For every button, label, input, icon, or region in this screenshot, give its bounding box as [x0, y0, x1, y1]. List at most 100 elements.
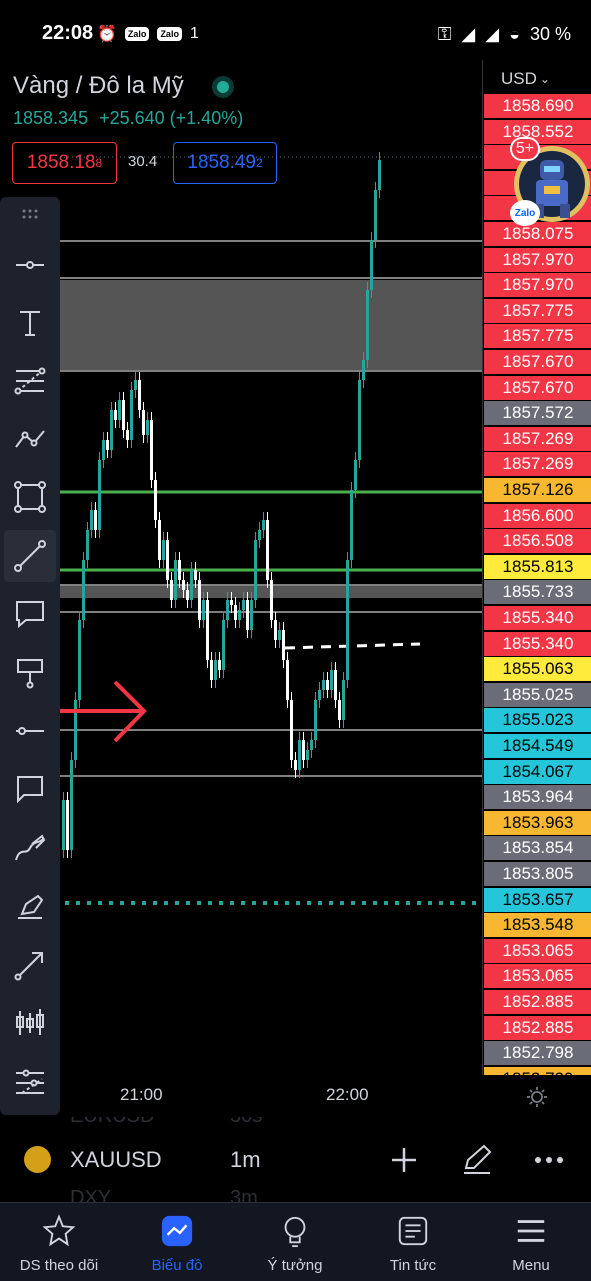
nav-label: DS theo dõi [19, 1257, 99, 1274]
signpost-icon[interactable] [4, 647, 56, 699]
long-position-icon[interactable] [4, 997, 56, 1049]
interval-selector[interactable]: 1m [230, 1147, 261, 1172]
candle-body [298, 740, 301, 770]
candle-body [150, 420, 153, 480]
measure-tool-icon[interactable] [4, 1057, 56, 1109]
price-scale-label: 1855.025 [484, 682, 591, 707]
price-scale-label: 1857.775 [484, 298, 591, 323]
buy-price-sup: 2 [256, 156, 263, 170]
rectangle-icon[interactable] [4, 471, 56, 523]
candle-body [238, 610, 241, 620]
price-scale-label: 1853.964 [484, 785, 591, 810]
nav-menu[interactable]: Menu [472, 1211, 590, 1274]
candle-body [78, 620, 81, 700]
candle-body [178, 560, 181, 580]
price-scale-label: 1854.549 [484, 734, 591, 758]
symbol-selector[interactable]: XAUUSD [70, 1147, 162, 1172]
candle-body [210, 660, 213, 680]
price-scale-label: 1855.340 [484, 606, 591, 630]
dashed-level-line [284, 642, 421, 650]
price-scale-label: 1858.690 [484, 94, 591, 118]
candle-body [250, 600, 253, 630]
price-scale-label: 1854.067 [484, 759, 591, 784]
candle-body [274, 620, 277, 640]
lightbulb-icon [284, 1216, 306, 1248]
candle-body [186, 590, 189, 600]
callout-icon[interactable] [4, 588, 56, 640]
key-icon: ⚿ [437, 24, 452, 44]
candle-body [242, 600, 245, 610]
symbol-title[interactable]: Vàng / Đô la Mỹ [13, 72, 184, 99]
candle-body [234, 605, 237, 620]
currency-selector[interactable]: USD ⌄ [483, 60, 591, 98]
candle-body [190, 570, 193, 600]
add-icon[interactable] [389, 1145, 419, 1175]
fib-retracement-icon[interactable] [4, 355, 56, 407]
candle-body [122, 400, 125, 430]
highlighter-icon[interactable] [4, 880, 56, 932]
candle-body [246, 600, 249, 630]
candle-body [226, 600, 229, 620]
comment-icon[interactable] [4, 763, 56, 815]
candle-body [258, 530, 261, 540]
candle-body [62, 800, 65, 850]
price-scale-label: 1853.065 [484, 964, 591, 989]
time-axis[interactable]: 21:00 22:00 [60, 1075, 591, 1117]
more-icon[interactable] [534, 1150, 564, 1170]
candle-body [170, 580, 173, 600]
candle-body [162, 540, 165, 560]
nav-ideas[interactable]: Ý tưởng [236, 1211, 354, 1274]
nav-watchlist[interactable]: DS theo dõi [0, 1211, 118, 1274]
price-scale-label: 1857.970 [484, 247, 591, 272]
price-scale-label: 1853.548 [484, 913, 591, 938]
horizontal-ray-icon[interactable] [4, 239, 56, 291]
nav-chart[interactable]: Biểu đồ [118, 1211, 236, 1274]
candle-body [194, 570, 197, 580]
ghost-symbol-bottom: DXY [70, 1187, 112, 1202]
signal-digit: 1 [189, 25, 199, 42]
candle-body [358, 380, 361, 460]
price-scale-label: 1857.670 [484, 350, 591, 374]
last-price: 1858.345 [13, 108, 89, 128]
candle-body [74, 700, 77, 760]
pencil-icon[interactable] [460, 1142, 494, 1176]
candle-body [142, 410, 145, 435]
candle-body [330, 670, 333, 690]
price-chart[interactable] [60, 60, 482, 1075]
candle-body [346, 560, 349, 680]
candle-body [130, 390, 133, 440]
bottom-navigation: DS theo dõi Biểu đồ Ý tưởng Tin tức Menu [0, 1202, 591, 1281]
horizontal-line-icon[interactable] [4, 705, 56, 757]
price-scale-label: 1857.670 [484, 375, 591, 400]
arrow-tool-icon[interactable] [4, 939, 56, 991]
signal-icon: ◢ [461, 24, 476, 44]
nav-label: Ý tưởng [267, 1257, 323, 1274]
candle-body [310, 740, 313, 750]
candle-body [370, 240, 373, 290]
nav-news[interactable]: Tin tức [354, 1211, 472, 1274]
ghost-interval-top: 30s [230, 1117, 262, 1128]
price-scale-label: 1858.552 [484, 119, 591, 144]
drag-handle-icon[interactable] [4, 197, 56, 233]
market-open-indicator-icon [212, 76, 234, 98]
candle-body [314, 700, 317, 740]
brush-icon[interactable] [4, 822, 56, 874]
drawing-toolbar [0, 197, 60, 1115]
candle-body [202, 600, 205, 620]
nav-label: Menu [512, 1257, 550, 1274]
candle-body [182, 580, 185, 590]
candle-body [366, 290, 369, 360]
trend-line-icon[interactable] [4, 530, 56, 582]
supply-zone [60, 280, 482, 370]
chart-icon [161, 1215, 193, 1247]
text-tool-icon[interactable] [4, 297, 56, 349]
price-scale-label: 1858.075 [484, 222, 591, 246]
status-bar: 22:08 ⏰ Zalo Zalo 1 ⚿ ◢ ◢ ◒ 30 % [0, 0, 591, 70]
price-scale-label: 1857.970 [484, 273, 591, 298]
price-scale-label: 1857.269 [484, 452, 591, 477]
chart-settings-icon[interactable] [525, 1085, 549, 1109]
sell-button[interactable]: 1858.18 8 [12, 142, 117, 184]
polyline-icon[interactable] [4, 413, 56, 465]
price-scale-label: 1853.963 [484, 810, 591, 835]
red-arrow [60, 680, 147, 743]
